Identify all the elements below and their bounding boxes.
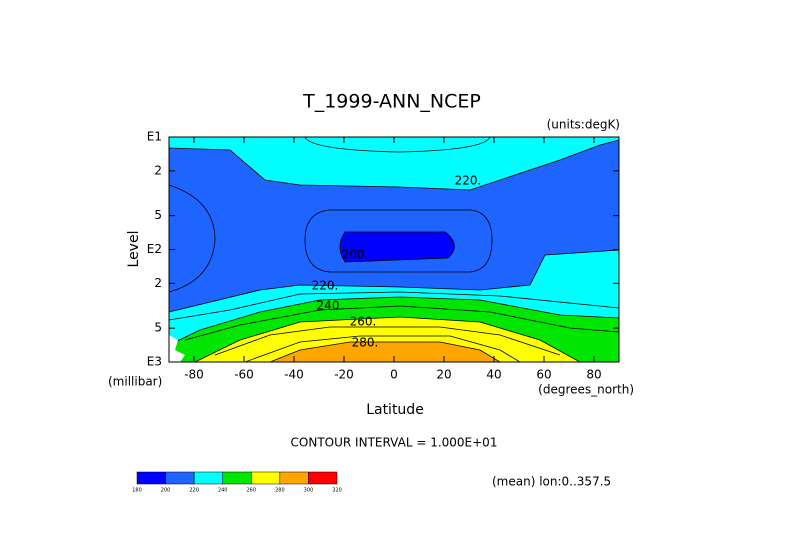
colorbar-swatch — [308, 471, 338, 485]
contour-label: 220. — [312, 279, 339, 293]
x-tick-label: -80 — [184, 368, 204, 382]
y-tick-label: 5 — [154, 208, 162, 222]
plot-area — [168, 136, 620, 363]
colorbar-swatch — [279, 471, 309, 485]
y-tick-label: E3 — [147, 355, 162, 369]
colorbar-label: 180 — [132, 488, 142, 494]
contour-labels: 220. 200. 220. 240 260. 280. — [312, 174, 482, 350]
contour-line — [244, 335, 521, 363]
x-axis-title: Latitude — [366, 402, 424, 418]
contour-label: 240 — [317, 299, 340, 313]
colorbar-label: 260 — [247, 488, 257, 494]
x-tick-label: 20 — [436, 368, 451, 382]
colorbar-label: 200 — [161, 488, 171, 494]
contour-label: 200. — [342, 248, 369, 262]
y-tick-label: E2 — [147, 242, 162, 256]
y-axis-title: Level — [126, 231, 142, 268]
missing-data — [169, 335, 185, 362]
contour-interval: CONTOUR INTERVAL = 1.000E+01 — [291, 436, 498, 450]
colorbar-label: 300 — [304, 488, 314, 494]
colorbar-label: 320 — [332, 488, 342, 494]
contour-line — [168, 184, 216, 293]
y-tick-label: 2 — [154, 276, 162, 290]
x-tick-label: 80 — [586, 368, 601, 382]
x-units: (degrees_north) — [538, 383, 634, 397]
colorbar-swatch — [193, 471, 223, 485]
contour-region — [194, 316, 581, 363]
colorbar-label: 220 — [189, 488, 199, 494]
chart-title: T_1999-ANN_NCEP — [302, 91, 481, 113]
colorbar-swatch — [222, 471, 252, 485]
colorbar-label: 280 — [275, 488, 285, 494]
colorbar-swatch — [165, 471, 195, 485]
contour-label: 280. — [352, 336, 379, 350]
units-label: (units:degK) — [547, 118, 620, 132]
contour-line — [214, 326, 561, 356]
contour-label: 220. — [455, 174, 482, 188]
contour-region — [339, 231, 455, 263]
x-tick-label: 60 — [536, 368, 551, 382]
y-units: (millibar) — [108, 375, 162, 389]
colorbar-label: 240 — [218, 488, 228, 494]
x-tick-label: -40 — [284, 368, 304, 382]
y-tick-label: 2 — [154, 163, 162, 177]
x-tick-label: 0 — [390, 368, 398, 382]
x-tick-label: -60 — [234, 368, 254, 382]
y-tick-label: E1 — [147, 130, 162, 144]
contour-line — [304, 136, 491, 153]
colorbar-swatch — [251, 471, 281, 485]
colorbar-swatch — [136, 471, 166, 485]
footnote: (mean) lon:0..357.5 — [492, 475, 611, 489]
contour-line — [184, 305, 620, 341]
x-tick-label: -20 — [334, 368, 354, 382]
contour-label: 260. — [350, 315, 377, 329]
x-tick-label: 40 — [486, 368, 501, 382]
contour-line — [304, 209, 493, 273]
y-tick-label: 5 — [154, 321, 162, 335]
contour-line — [168, 291, 620, 321]
